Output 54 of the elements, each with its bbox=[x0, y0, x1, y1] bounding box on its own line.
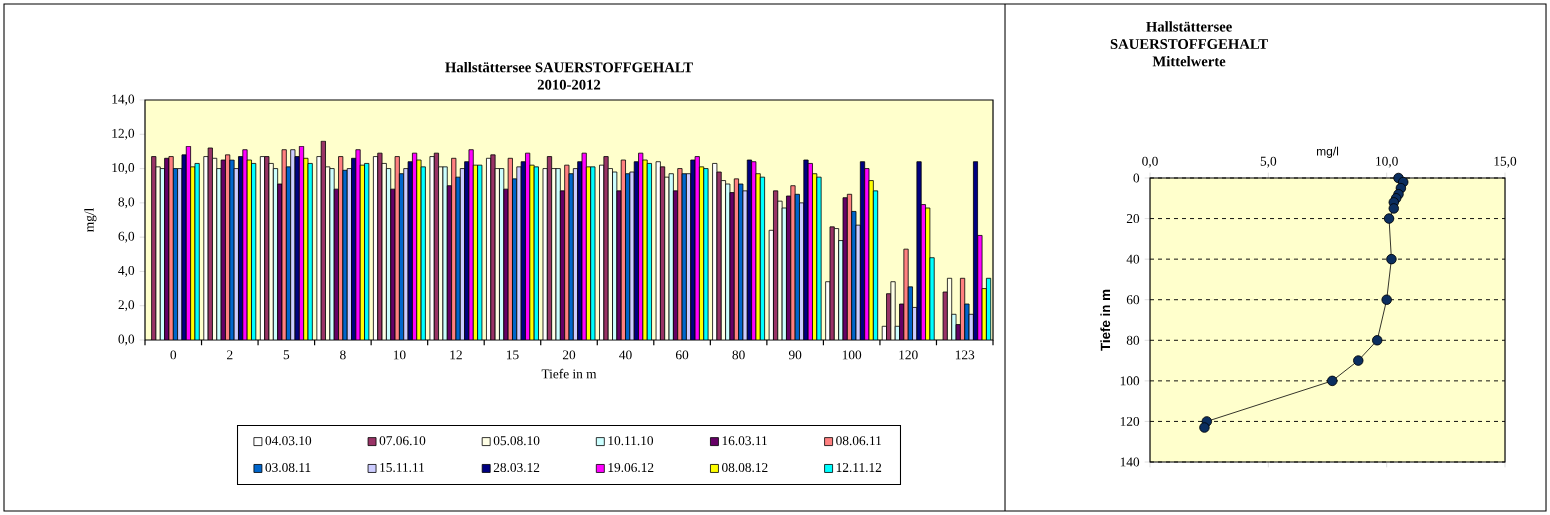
legend-label: 19.06.12 bbox=[608, 463, 654, 473]
y-tick-label: 120 bbox=[1120, 416, 1140, 426]
y-tick-label: 2,0 bbox=[118, 300, 135, 312]
legend-label: 05.08.10 bbox=[493, 436, 540, 446]
chart-title: Hallstättersee SAUERSTOFFGEHALT bbox=[1110, 21, 1268, 49]
legend-label: 16.03.11 bbox=[722, 436, 767, 446]
legend-label: 08.08.12 bbox=[722, 463, 768, 473]
x-tick-label: 60 bbox=[675, 350, 689, 360]
legend-label: 07.06.10 bbox=[379, 436, 426, 446]
x-tick-label: 12 bbox=[450, 350, 462, 360]
x-axis-title: Tiefe in m bbox=[541, 368, 597, 379]
chart-subtitle: 2010-2012 bbox=[537, 79, 601, 90]
legend-label: 04.03.10 bbox=[265, 436, 312, 446]
x-tick-label: 100 bbox=[842, 350, 862, 360]
y-tick-label: 20 bbox=[1126, 214, 1140, 224]
x-tick-label: 80 bbox=[732, 350, 745, 360]
x-tick-label: 5,0 bbox=[1260, 156, 1277, 168]
y-tick-label: 8,0 bbox=[118, 197, 135, 209]
x-tick-label: 10 bbox=[393, 350, 406, 360]
y-tick-label: 6,0 bbox=[118, 231, 135, 243]
x-tick-label: 5 bbox=[283, 350, 290, 360]
x-tick-label: 15,0 bbox=[1494, 156, 1517, 168]
y-tick-label: 80 bbox=[1126, 335, 1140, 345]
y-tick-label: 14,0 bbox=[112, 94, 135, 106]
y-tick-label: 12,0 bbox=[112, 128, 135, 140]
y-tick-label: 140 bbox=[1120, 457, 1140, 467]
chart-subtitle: Mittelwerte bbox=[1152, 55, 1226, 67]
legend-label: 10.11.10 bbox=[608, 436, 654, 446]
legend-label: 08.06.11 bbox=[836, 436, 882, 446]
x-tick-label: 2 bbox=[227, 350, 233, 360]
y-tick-label: 0 bbox=[1133, 173, 1140, 183]
x-tick-label: 15 bbox=[506, 350, 519, 360]
x-tick-label: 90 bbox=[788, 350, 802, 360]
legend-label: 12.11.12 bbox=[836, 463, 882, 473]
x-tick-label: 0,0 bbox=[1142, 156, 1158, 168]
x-axis-title: mg/l bbox=[1316, 146, 1339, 158]
y-axis-title: mg/l bbox=[84, 208, 97, 232]
x-tick-label: 120 bbox=[899, 350, 918, 360]
y-tick-label: 40 bbox=[1126, 254, 1140, 264]
y-tick-label: 4,0 bbox=[118, 265, 135, 277]
legend-label: 03.08.11 bbox=[265, 463, 311, 473]
x-tick-label: 123 bbox=[955, 350, 975, 360]
x-tick-label: 8 bbox=[340, 350, 346, 360]
y-tick-label: 100 bbox=[1120, 376, 1140, 386]
x-tick-label: 40 bbox=[619, 350, 632, 360]
x-tick-label: 0 bbox=[170, 350, 177, 360]
legend-label: 15.11.11 bbox=[380, 463, 425, 473]
x-tick-label: 10,0 bbox=[1376, 156, 1398, 168]
x-tick-label: 20 bbox=[562, 350, 576, 360]
chart-title: Hallstättersee SAUERSTOFFGEHALT bbox=[445, 61, 693, 73]
y-axis-title: Tiefe in m bbox=[1100, 289, 1111, 351]
y-tick-label: 0,0 bbox=[118, 334, 135, 346]
legend-label: 28.03.12 bbox=[493, 463, 540, 473]
y-tick-label: 60 bbox=[1126, 295, 1140, 305]
